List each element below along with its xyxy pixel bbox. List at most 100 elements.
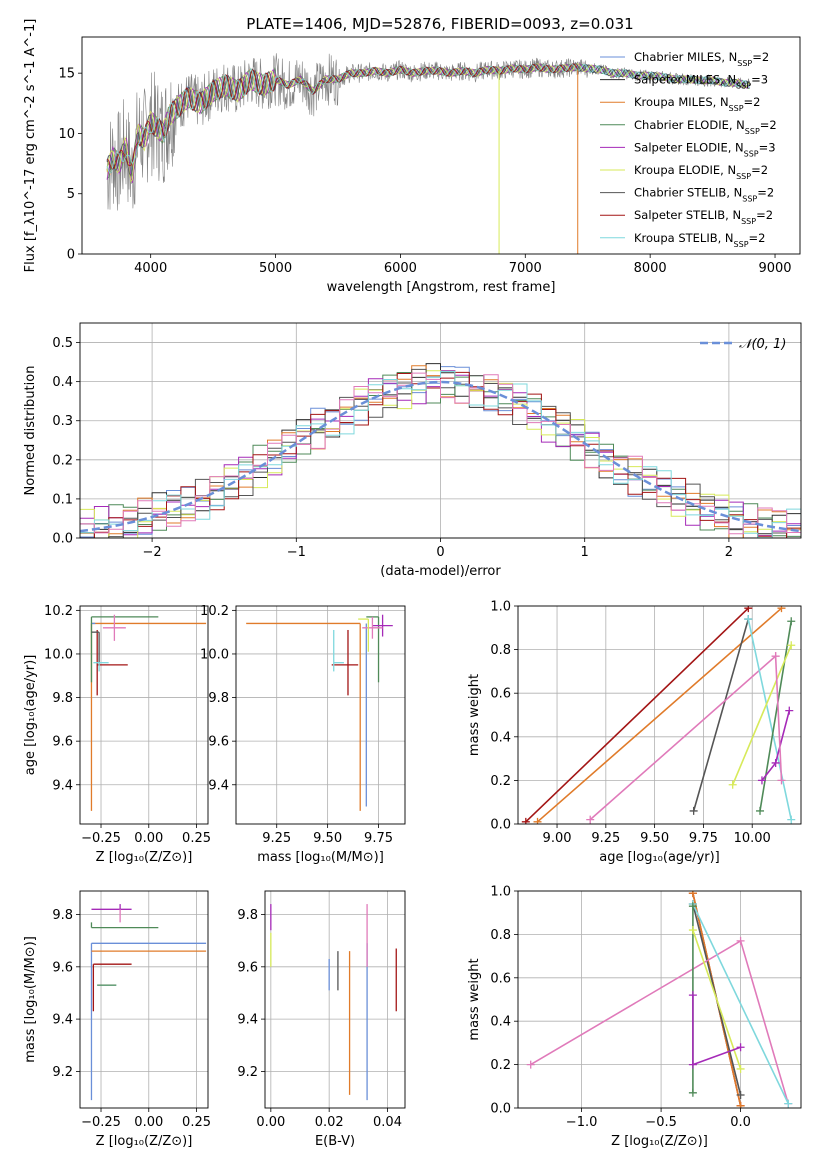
x-tick-label: 0.00 — [134, 1115, 163, 1130]
weight-marker — [744, 615, 753, 624]
legend-label: Salpeter MILES, NSSP=3 — [634, 73, 768, 91]
x-tick-label: 0.25 — [182, 1115, 211, 1130]
x-tick-label: −0.25 — [81, 1115, 121, 1130]
weight-marker — [784, 1099, 793, 1108]
y-tick-label: 0.2 — [52, 453, 73, 468]
x-tick-label: 7000 — [509, 261, 542, 276]
x-tick-label: 9.75 — [364, 831, 393, 846]
weight-series — [728, 641, 796, 789]
y-tick-label: 9.4 — [52, 778, 73, 793]
weight-marker — [787, 641, 796, 650]
y-tick-label: 9.4 — [208, 778, 229, 793]
chart-mass_vs_ebv: 0.00 0.02 0.04 9.2 9.4 9.6 9.8 E(B-V) — [237, 890, 406, 1149]
weight-marker — [521, 817, 530, 824]
y-tick-label: 9.2 — [237, 1065, 258, 1080]
y-tick-label: 0.0 — [52, 532, 73, 547]
y-tick-label: 9.6 — [237, 960, 258, 975]
y-tick-label: 0.0 — [490, 1102, 511, 1117]
x-axis-label: Z [log₁₀(Z/Z⊙)] — [96, 850, 193, 865]
legend-subscript: SSP — [744, 149, 759, 158]
weight-lines — [526, 891, 793, 1108]
legend-label: Kroupa MILES, NSSP=2 — [634, 95, 760, 113]
y-tick-label: 0.8 — [490, 643, 511, 658]
y-tick-label: 9.4 — [237, 1013, 258, 1028]
weight-marker — [777, 776, 786, 785]
y-tick-label: 10 — [58, 127, 75, 142]
data-point — [90, 616, 159, 683]
errorbars — [90, 904, 207, 1101]
y-tick-label: 10.0 — [200, 647, 229, 662]
x-tick-label: −0.25 — [81, 831, 121, 846]
weight-line — [692, 929, 742, 1070]
weight-marker — [736, 1101, 745, 1108]
x-axis-label: wavelength [Angstrom, rest frame] — [327, 280, 556, 295]
chart-weight_vs_Z: −1.0 −0.5 0.0 0.0 0.2 0.4 0.6 0.8 1.0 Z [log₁₀(Z/… — [467, 885, 802, 1149]
weight-series — [688, 991, 745, 1069]
weight-series — [756, 617, 796, 815]
x-tick-label: 9.75 — [689, 831, 718, 846]
data-point — [362, 616, 383, 639]
weight-series — [771, 652, 786, 785]
errorbars — [90, 614, 207, 811]
legend-tail: =3 — [751, 73, 768, 87]
x-tick-label: 2 — [725, 545, 733, 560]
model-line — [106, 63, 751, 184]
y-axis-label: mass [log₁₀(M/M⊙)] — [23, 936, 38, 1063]
legend-label: Kroupa STELIB, NSSP=2 — [634, 231, 765, 249]
y-tick-label: 9.8 — [237, 908, 258, 923]
axes-frame — [81, 36, 801, 255]
x-axis-label: mass [log₁₀(M/M⊙)] — [257, 850, 384, 865]
y-tick-label: 5 — [67, 187, 75, 202]
x-tick-label: 9000 — [758, 261, 791, 276]
y-axis-label: mass weight — [467, 674, 482, 756]
x-tick-label: 1 — [581, 545, 589, 560]
weight-marker — [586, 815, 595, 824]
data-point — [91, 631, 100, 665]
x-tick-label: 0.25 — [182, 831, 211, 846]
y-axis-label: age [log₁₀(age/yr)] — [23, 655, 38, 776]
x-tick-label: 10.00 — [734, 831, 771, 846]
weight-line — [731, 644, 792, 786]
x-tick-label: −2 — [143, 545, 162, 560]
weight-marker — [688, 991, 697, 1000]
weight-marker — [744, 606, 753, 613]
weight-series — [744, 615, 796, 824]
x-tick-label: 4000 — [134, 261, 167, 276]
data-point — [91, 904, 132, 910]
y-tick-label: 10.2 — [200, 604, 229, 619]
legend-subscript: SSP — [745, 126, 760, 135]
weight-line — [774, 656, 783, 781]
weight-marker — [688, 926, 697, 935]
x-tick-label: 9.25 — [591, 831, 620, 846]
weight-marker — [688, 902, 697, 911]
axes-frame — [517, 605, 802, 825]
y-tick-label: 10.2 — [44, 604, 73, 619]
y-tick-label: 1.0 — [490, 885, 511, 900]
weight-series — [526, 936, 793, 1108]
x-axis-label: Z [log₁₀(Z/Z⊙)] — [611, 1134, 708, 1149]
x-axis-label: E(B-V) — [315, 1134, 355, 1149]
chart-residuals: −2 −1 0 1 2 0.0 0.1 0.2 0.3 0.4 0.5 (data-model)/er… — [23, 322, 802, 579]
weight-marker — [689, 806, 698, 815]
x-tick-label: 9.50 — [640, 831, 669, 846]
y-tick-label: 9.6 — [52, 735, 73, 750]
weight-series — [586, 652, 780, 824]
weight-marker — [756, 806, 765, 815]
weight-line — [692, 618, 750, 812]
legend-subscript: SSP — [734, 239, 749, 248]
weight-line — [692, 903, 790, 1105]
x-axis-label: age [log₁₀(age/yr)] — [599, 850, 720, 865]
chart-age_vs_mass: 9.25 9.50 9.75 9.4 9.6 9.8 10.0 10.2 mass [log₁₀… — [200, 604, 406, 865]
weight-lines — [521, 606, 796, 824]
errorbars — [246, 614, 393, 811]
x-tick-label: 9.25 — [262, 831, 291, 846]
legend-tail: =2 — [752, 50, 769, 64]
weight-series — [689, 615, 753, 815]
axes-frame — [517, 890, 802, 1109]
weight-line — [759, 621, 792, 812]
weight-marker — [785, 706, 794, 715]
histograms — [80, 363, 801, 538]
weight-series — [688, 926, 745, 1073]
data-point — [92, 963, 132, 1012]
